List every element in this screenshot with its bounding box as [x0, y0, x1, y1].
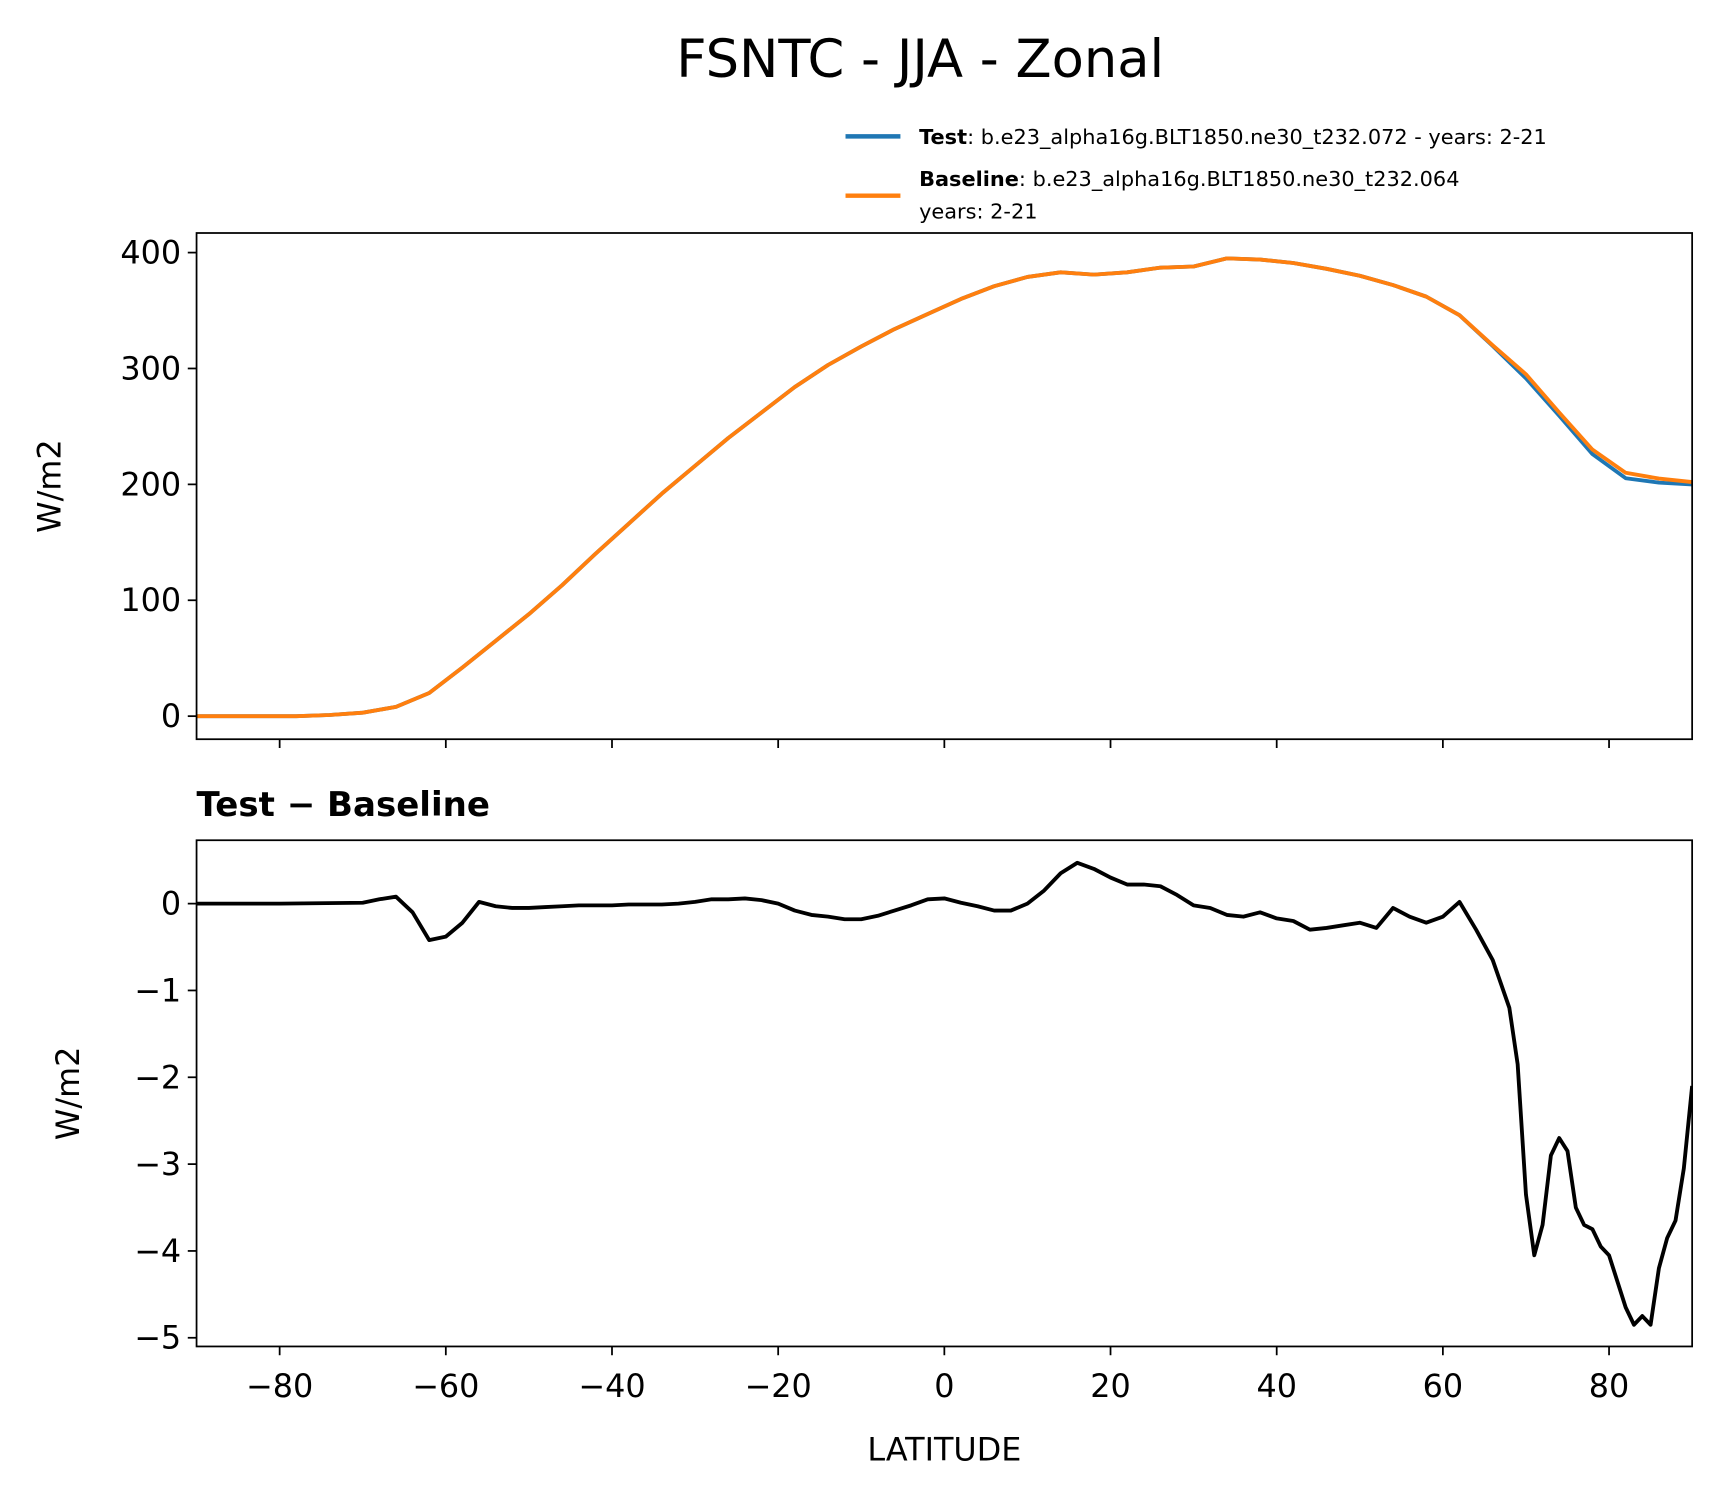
y-tick-label: −5 — [134, 1319, 181, 1357]
suptitle: FSNTC - JJA - Zonal — [676, 29, 1164, 90]
y-tick-label: 400 — [120, 234, 181, 272]
x-tick-label: 0 — [934, 1367, 954, 1405]
data-line — [196, 860, 1693, 1327]
y-tick-label: 300 — [120, 349, 181, 387]
x-tick-label: −40 — [578, 1367, 645, 1405]
y-tick-label: −2 — [134, 1058, 181, 1096]
y-tick-label: −1 — [134, 971, 181, 1009]
x-tick-label: −80 — [246, 1367, 313, 1405]
y-tick-label: −3 — [134, 1145, 181, 1183]
legend-description: years: 2-21 — [919, 200, 1037, 224]
legend-text: Test: b.e23_alpha16g.BLT1850.ne30_t232.0… — [919, 125, 1547, 150]
y-tick-label: 0 — [161, 697, 181, 735]
axes-title: Test − Baseline — [197, 785, 490, 825]
legend-name: Baseline — [919, 167, 1019, 191]
y-axis-label: W/m2 — [30, 439, 68, 532]
x-tick-label: 60 — [1423, 1367, 1464, 1405]
y-tick-label: −4 — [134, 1232, 181, 1270]
y-tick-label: 0 — [161, 885, 181, 923]
data-line — [196, 256, 1693, 719]
y-tick-label: 100 — [120, 581, 181, 619]
data-line — [196, 256, 1693, 719]
legend-name: Test — [919, 125, 967, 149]
legend: Test: b.e23_alpha16g.BLT1850.ne30_t232.0… — [845, 125, 1547, 224]
axes-frame — [195, 839, 1694, 1348]
x-axis-label: LATITUDE — [867, 1431, 1021, 1469]
y-axis-label: W/m2 — [49, 1047, 87, 1140]
x-tick-label: 80 — [1589, 1367, 1630, 1405]
y-tick-label: 200 — [120, 465, 181, 503]
axes-frame — [195, 232, 1694, 741]
x-tick-label: 20 — [1090, 1367, 1131, 1405]
legend-description: : b.e23_alpha16g.BLT1850.ne30_t232.064 — [1019, 167, 1460, 192]
x-tick-label: 40 — [1256, 1367, 1297, 1405]
x-tick-label: −20 — [745, 1367, 812, 1405]
legend-text: Baseline: b.e23_alpha16g.BLT1850.ne30_t2… — [919, 167, 1459, 192]
legend-description: : b.e23_alpha16g.BLT1850.ne30_t232.072 -… — [967, 125, 1547, 150]
x-tick-label: −60 — [412, 1367, 479, 1405]
